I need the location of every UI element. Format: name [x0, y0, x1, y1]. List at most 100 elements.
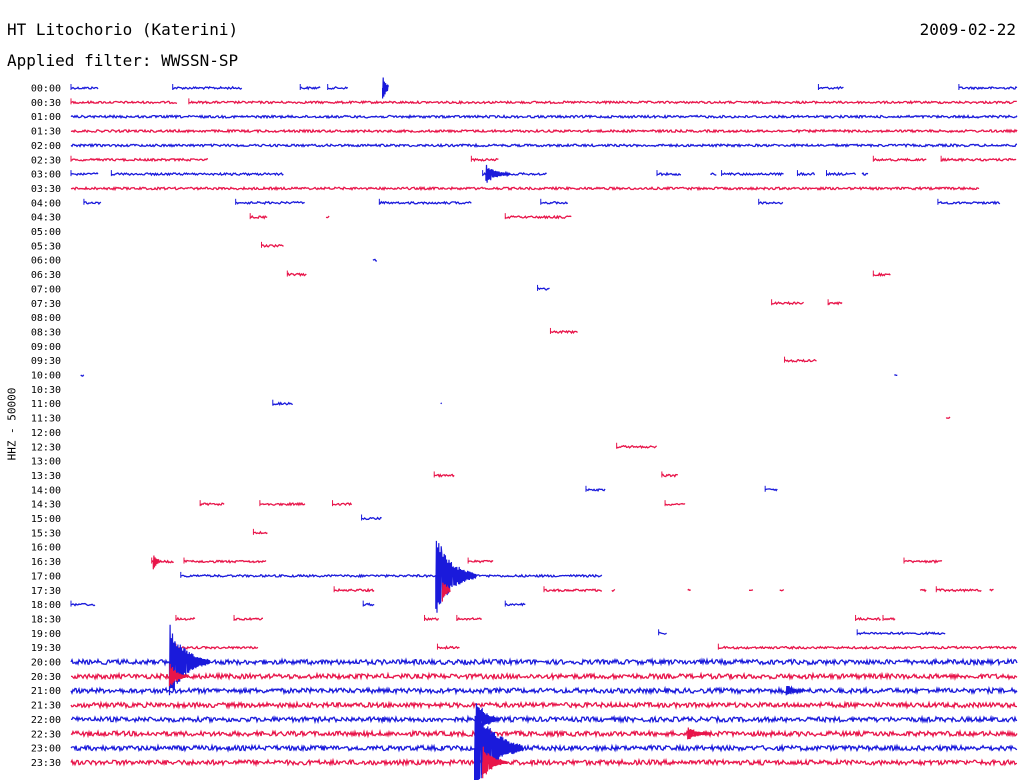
trace-segment — [70, 700, 1018, 710]
trace-row-1800 — [70, 600, 526, 607]
trace-segment — [855, 616, 881, 622]
trace-segment — [235, 200, 305, 205]
trace-row-0530 — [260, 241, 284, 248]
trace-segment — [611, 588, 616, 593]
trace-row-1530 — [252, 528, 268, 535]
trace-row-1430 — [199, 500, 686, 507]
trace-row-1330 — [433, 471, 678, 478]
trace-row-2300 — [70, 743, 1018, 753]
row-tick-label: 06:00 — [31, 256, 61, 267]
trace-segment — [70, 685, 1018, 696]
station-title: HT Litochorio (Katerini) — [7, 20, 239, 39]
row-tick-label: 22:30 — [31, 729, 61, 740]
row-tick-label: 15:30 — [31, 528, 61, 539]
record-date: 2009-02-22 — [919, 20, 1016, 39]
trace-segment — [937, 200, 1001, 206]
row-tick-label: 20:00 — [31, 658, 61, 669]
trace-segment — [70, 157, 209, 163]
trace-segment — [940, 157, 1017, 163]
trace-row-0400 — [83, 198, 1001, 206]
trace-segment — [70, 86, 99, 90]
trace-segment — [504, 602, 526, 607]
row-tick-label: 16:30 — [31, 557, 61, 568]
trace-row-0230 — [70, 155, 1017, 163]
trace-row-2230 — [70, 728, 1018, 739]
row-tick-label: 21:30 — [31, 701, 61, 712]
trace-segment — [70, 602, 96, 607]
seismic-event-burst — [168, 624, 211, 696]
trace-segment — [362, 602, 375, 607]
trace-segment — [70, 728, 1018, 739]
trace-segment — [233, 616, 263, 621]
trace-segment — [826, 171, 857, 176]
row-tick-label: 11:30 — [31, 414, 61, 425]
trace-segment — [332, 502, 353, 506]
trace-row-2100 — [70, 685, 1018, 696]
trace-segment — [797, 172, 816, 177]
trace-segment — [327, 86, 349, 90]
trace-row-1130 — [945, 416, 951, 419]
trace-segment — [70, 757, 1017, 768]
trace-segment — [259, 501, 306, 507]
trace-row-1830 — [175, 614, 896, 622]
seismic-event-burst — [687, 727, 713, 740]
trace-row-0600 — [372, 258, 378, 262]
trace-segment — [543, 588, 602, 593]
trace-layer — [70, 77, 1018, 780]
row-tick-label: 01:30 — [31, 127, 61, 138]
row-tick-label: 13:00 — [31, 457, 61, 468]
row-tick-label: 23:30 — [31, 758, 61, 769]
row-tick-label: 13:30 — [31, 471, 61, 482]
row-tick-label: 19:00 — [31, 629, 61, 640]
trace-segment — [437, 645, 460, 650]
trace-segment — [749, 589, 754, 592]
row-tick-label: 18:00 — [31, 600, 61, 611]
trace-segment — [80, 374, 85, 377]
trace-row-2130 — [70, 700, 1018, 710]
trace-segment — [935, 588, 982, 593]
trace-segment — [361, 516, 382, 521]
trace-segment — [172, 85, 243, 91]
row-tick-label: 03:30 — [31, 184, 61, 195]
trace-segment — [550, 329, 578, 335]
trace-segment — [378, 200, 472, 205]
trace-row-1100 — [272, 399, 443, 406]
trace-row-0430 — [249, 213, 572, 220]
seismic-event-burst — [785, 685, 806, 696]
trace-segment — [903, 559, 943, 564]
row-tick-label: 21:00 — [31, 686, 61, 697]
trace-segment — [334, 587, 375, 593]
trace-segment — [180, 573, 603, 579]
row-tick-label: 20:30 — [31, 672, 61, 683]
trace-segment — [272, 401, 293, 406]
seismic-event-burst — [474, 703, 524, 780]
row-tick-label: 14:00 — [31, 485, 61, 496]
trace-row-2000 — [70, 657, 1018, 667]
trace-segment — [253, 530, 268, 535]
trace-segment — [784, 358, 817, 363]
trace-segment — [467, 559, 494, 564]
trace-segment — [471, 157, 499, 162]
trace-segment — [111, 171, 284, 177]
trace-segment — [70, 714, 1018, 725]
trace-segment — [882, 617, 896, 621]
trace-segment — [779, 588, 785, 592]
trace-row-0000 — [70, 84, 1018, 91]
trace-segment — [70, 743, 1018, 753]
trace-segment — [440, 402, 443, 405]
trace-row-0300 — [70, 170, 869, 177]
trace-segment — [664, 502, 686, 506]
row-tick-label: 00:00 — [31, 84, 61, 95]
trace-segment — [616, 444, 658, 450]
seismic-event-burst — [441, 582, 451, 602]
trace-row-0630 — [286, 270, 891, 278]
trace-row-0830 — [549, 327, 578, 335]
row-tick-label: 01:00 — [31, 112, 61, 123]
trace-row-2330 — [70, 757, 1017, 768]
trace-row-1400 — [585, 485, 778, 493]
trace-segment — [710, 172, 717, 176]
trace-segment — [175, 645, 259, 650]
trace-segment — [687, 588, 691, 592]
trace-row-1230 — [616, 442, 658, 450]
trace-row-0200 — [70, 142, 1018, 149]
